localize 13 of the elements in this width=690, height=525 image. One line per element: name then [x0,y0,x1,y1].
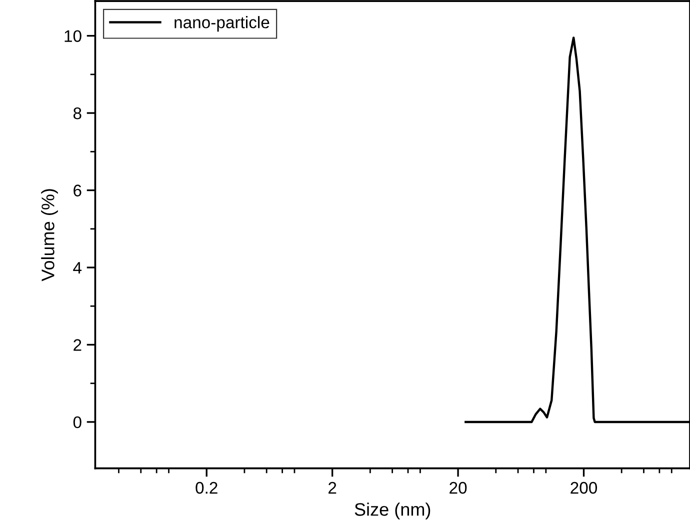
y-tick-label: 0 [73,416,82,428]
y-tick-label: 4 [73,262,82,274]
x-tick-label: 0.2 [196,482,218,494]
y-axis-title: Volume (%) [41,189,58,282]
y-tick-label: 8 [73,107,82,120]
y-tick-label: 10 [64,30,82,42]
y-tick-label: 6 [74,184,82,196]
x-tick-label: 200 [570,482,598,494]
y-tick-label: 2 [74,339,82,351]
legend-label: nano-particle [174,16,270,32]
x-axis-title: Size (nm) [354,502,430,520]
x-tick-label: 20 [450,482,467,494]
x-tick-label: 2 [328,482,336,494]
